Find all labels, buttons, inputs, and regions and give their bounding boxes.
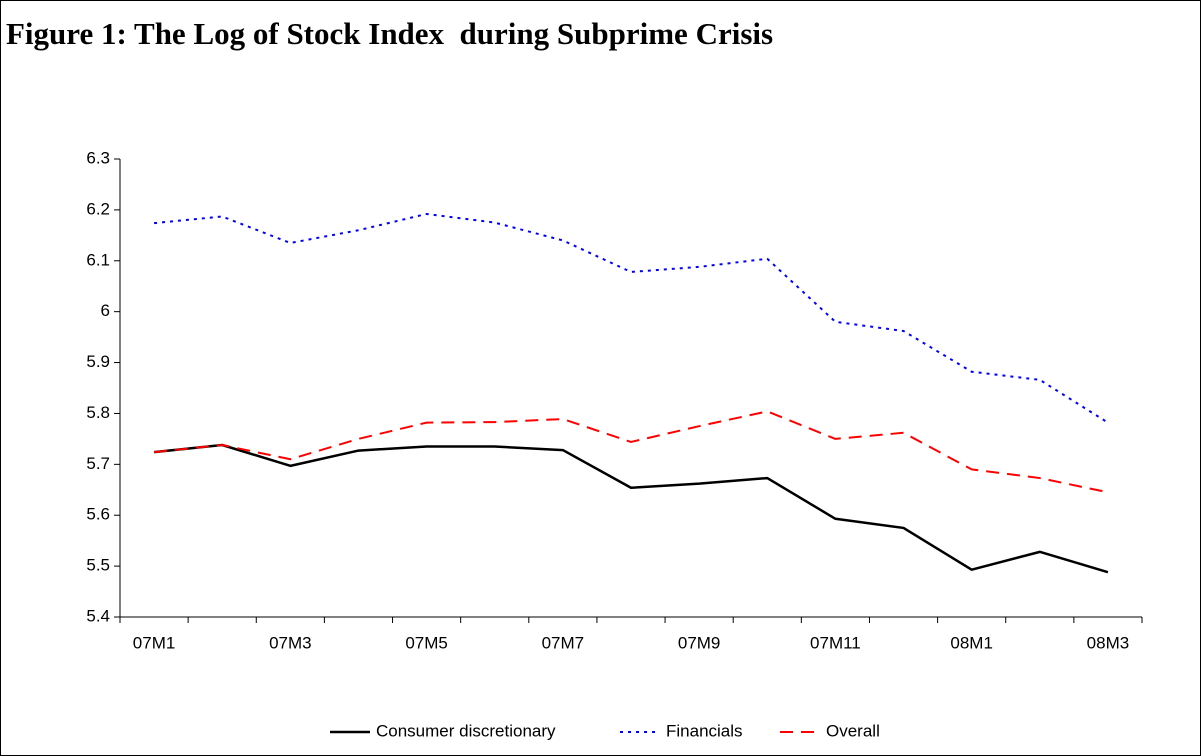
- y-tick-label: 6.3: [86, 148, 110, 167]
- y-tick-label: 5.9: [86, 352, 110, 371]
- x-tick-label: 07M1: [133, 633, 176, 652]
- y-tick-label: 5.5: [86, 556, 110, 575]
- y-tick-label: 5.8: [86, 403, 110, 422]
- x-tick-label: 07M3: [269, 633, 312, 652]
- x-tick-label: 08M1: [950, 633, 993, 652]
- y-tick-label: 5.6: [86, 505, 110, 524]
- series-line: [153, 212, 1109, 424]
- legend-label: Consumer discretionary: [376, 721, 556, 740]
- y-tick-label: 5.4: [86, 606, 110, 625]
- x-tick-label: 07M5: [405, 633, 448, 652]
- series-line: [153, 443, 1109, 574]
- x-tick-label: 07M11: [810, 633, 861, 652]
- legend-label: Financials: [666, 721, 743, 740]
- y-tick-label: 6.2: [86, 199, 110, 218]
- x-tick-label: 07M9: [678, 633, 721, 652]
- y-tick-label: 6.1: [86, 250, 110, 269]
- chart-title: Figure 1: The Log of Stock Index during …: [6, 16, 773, 51]
- series-line: [153, 410, 1109, 494]
- x-tick-label: 08M3: [1087, 633, 1130, 652]
- x-tick-label: 07M7: [542, 633, 585, 652]
- y-tick-label: 5.7: [86, 454, 110, 473]
- y-tick-label: 6: [101, 301, 110, 320]
- legend-label: Overall: [826, 721, 880, 740]
